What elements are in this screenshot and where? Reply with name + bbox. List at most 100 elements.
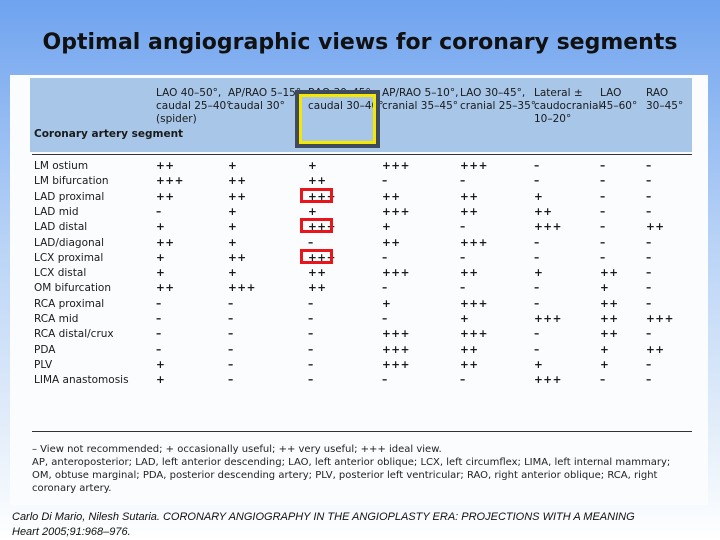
- table-cell: –: [460, 221, 466, 234]
- table-cell: –: [156, 297, 162, 310]
- red-highlight-box: [300, 187, 333, 203]
- table-cell: +: [534, 358, 544, 371]
- table-footnote: – View not recommended; + occasionally u…: [32, 444, 671, 494]
- table-cell: –: [600, 190, 606, 203]
- table-cell: –: [646, 282, 652, 295]
- table-cell: +: [156, 267, 166, 280]
- table-cell: +: [308, 160, 318, 172]
- row-label: OM bifurcation: [34, 282, 112, 295]
- citation: Carlo Di Mario, Nilesh Sutaria. CORONARY…: [12, 510, 712, 540]
- table-cell: +: [600, 343, 610, 356]
- citation-line-1: Carlo Di Mario, Nilesh Sutaria. CORONARY…: [12, 511, 635, 523]
- table-cell: –: [382, 374, 388, 387]
- table-cell: –: [646, 175, 652, 188]
- table-cell: –: [600, 236, 606, 249]
- table-cell: ++: [460, 205, 479, 218]
- table-cell: –: [600, 160, 606, 172]
- table-cell: ++: [156, 236, 175, 249]
- row-label: LIMA anastomosis: [34, 374, 129, 387]
- table-cell: +: [156, 251, 166, 264]
- table-cell: +: [460, 313, 470, 325]
- table-cell: +++: [382, 267, 410, 280]
- table-cell: –: [308, 343, 314, 356]
- table-cell: +++: [460, 297, 488, 310]
- table-cell: ++: [600, 313, 619, 325]
- table-cell: ++: [156, 282, 175, 295]
- row-label: LAD distal: [34, 221, 88, 234]
- table-cell: –: [156, 343, 162, 356]
- table-cell: +: [228, 160, 238, 172]
- table-cell: ++: [600, 328, 619, 341]
- table-cell: +: [534, 267, 544, 280]
- table-cell: –: [156, 328, 162, 341]
- table-cell: +++: [228, 282, 256, 295]
- table-cell: –: [534, 343, 540, 356]
- table-cell: –: [382, 313, 388, 325]
- table-cell: +++: [156, 175, 184, 188]
- table-cell: ++: [308, 267, 327, 280]
- table-cell: –: [646, 205, 652, 218]
- table-cell: –: [460, 374, 466, 387]
- table-cell: –: [308, 374, 314, 387]
- table-cell: –: [646, 267, 652, 280]
- table-cell: +++: [382, 343, 410, 356]
- table-cell: –: [534, 297, 540, 310]
- table-cell: –: [228, 343, 234, 356]
- table-cell: +: [228, 205, 238, 218]
- table-cell: +: [382, 297, 392, 310]
- table-cell: ++: [156, 190, 175, 203]
- table-cell: –: [382, 282, 388, 295]
- table-cell: ++: [228, 175, 247, 188]
- table-cell: +++: [382, 160, 410, 172]
- table-cell: +++: [382, 205, 410, 218]
- red-highlight-box: [300, 248, 333, 264]
- row-label: RCA distal/crux: [34, 328, 114, 341]
- segment-column-header: Coronary artery segment: [34, 128, 184, 140]
- column-header-7: LAO 45–60°: [600, 87, 638, 112]
- column-header-2: AP/RAO 5–15° caudal 30°: [228, 87, 302, 112]
- row-label: LAD mid: [34, 205, 79, 218]
- table-cell: +: [228, 221, 238, 234]
- table-cell: ++: [460, 190, 479, 203]
- table-cell: +++: [460, 236, 488, 249]
- table-cell: ++: [460, 267, 479, 280]
- table-cell: –: [600, 374, 606, 387]
- column-header-1: LAO 40–50°, caudal 25–40° (spider): [156, 87, 232, 125]
- table-cell: –: [460, 251, 466, 264]
- table-cell: –: [646, 374, 652, 387]
- table-cell: –: [646, 328, 652, 341]
- table-cell: +++: [382, 358, 410, 371]
- table-cell: –: [534, 251, 540, 264]
- table-cell: –: [228, 358, 234, 371]
- row-label: LAD/diagonal: [34, 236, 105, 249]
- table-cell: –: [228, 297, 234, 310]
- table-cell: –: [308, 358, 314, 371]
- table-cell: +: [156, 374, 166, 387]
- table-cell: –: [646, 358, 652, 371]
- highlighted-column-frame: [295, 90, 380, 148]
- row-label: LM ostium: [34, 160, 89, 172]
- table-cell: –: [646, 297, 652, 310]
- table-cell: ++: [228, 190, 247, 203]
- table-cell: –: [308, 297, 314, 310]
- table-cell: ++: [460, 343, 479, 356]
- table-cell: +: [534, 190, 544, 203]
- table-cell: +++: [382, 328, 410, 341]
- column-header-5: LAO 30–45°, cranial 25–35°: [460, 87, 537, 112]
- row-label: RCA proximal: [34, 297, 105, 310]
- table-cell: +: [156, 358, 166, 371]
- table-cell: –: [534, 328, 540, 341]
- table-cell: –: [460, 175, 466, 188]
- table-cell: ++: [308, 175, 327, 188]
- table-cell: +: [600, 282, 610, 295]
- red-highlight-box: [300, 218, 333, 234]
- row-label: LCX distal: [34, 267, 87, 280]
- table-cell: –: [646, 190, 652, 203]
- table-cell: –: [646, 236, 652, 249]
- table-cell: ++: [228, 251, 247, 264]
- table-cell: –: [534, 282, 540, 295]
- table-cell: –: [534, 160, 540, 172]
- table-cell: +: [382, 221, 392, 234]
- table-cell: +++: [534, 313, 562, 325]
- table-cell: –: [646, 160, 652, 172]
